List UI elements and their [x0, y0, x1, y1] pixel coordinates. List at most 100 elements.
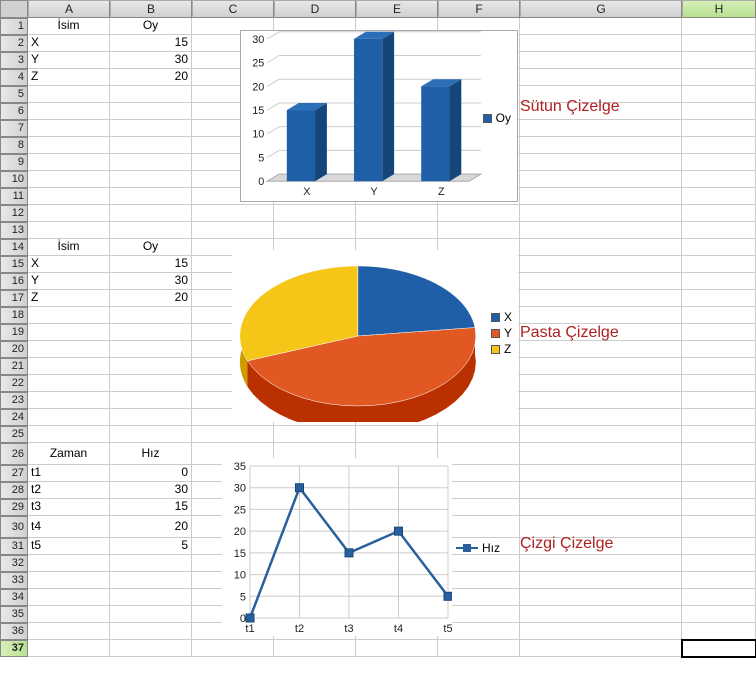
cell-g34[interactable]	[520, 589, 682, 606]
cell-f12[interactable]	[438, 205, 520, 222]
cell-a2[interactable]: X	[28, 35, 110, 52]
cell-a15[interactable]: X	[28, 256, 110, 273]
cell-b36[interactable]	[110, 623, 192, 640]
cell-a5[interactable]	[28, 86, 110, 103]
cell-b20[interactable]	[110, 341, 192, 358]
cell-h16[interactable]	[682, 273, 756, 290]
cell-g29[interactable]	[520, 499, 682, 516]
row-header-4[interactable]: 4	[0, 69, 28, 86]
cell-g17[interactable]	[520, 290, 682, 307]
cell-h3[interactable]	[682, 52, 756, 69]
cell-a19[interactable]	[28, 324, 110, 341]
cell-b12[interactable]	[110, 205, 192, 222]
cell-b2[interactable]: 15	[110, 35, 192, 52]
cell-h20[interactable]	[682, 341, 756, 358]
cell-b23[interactable]	[110, 392, 192, 409]
cell-a12[interactable]	[28, 205, 110, 222]
cell-c13[interactable]	[192, 222, 274, 239]
col-header-d[interactable]: D	[274, 0, 356, 18]
cell-h34[interactable]	[682, 589, 756, 606]
row-header-31[interactable]: 31	[0, 538, 28, 555]
cell-g13[interactable]	[520, 222, 682, 239]
cell-a24[interactable]	[28, 409, 110, 426]
cell-g35[interactable]	[520, 606, 682, 623]
cell-g16[interactable]	[520, 273, 682, 290]
cell-g4[interactable]	[520, 69, 682, 86]
cell-b10[interactable]	[110, 171, 192, 188]
cell-b19[interactable]	[110, 324, 192, 341]
cell-b32[interactable]	[110, 555, 192, 572]
col-header-g[interactable]: G	[520, 0, 682, 18]
cell-f25[interactable]	[438, 426, 520, 443]
col-header-h[interactable]: H	[682, 0, 756, 18]
cell-g37[interactable]	[520, 640, 682, 657]
row-header-1[interactable]: 1	[0, 18, 28, 35]
cell-a14[interactable]: İsim	[28, 239, 110, 256]
bar-chart[interactable]: 051015202530XYZ Oy	[240, 30, 518, 202]
cell-b34[interactable]	[110, 589, 192, 606]
cell-b33[interactable]	[110, 572, 192, 589]
cell-d25[interactable]	[274, 426, 356, 443]
cell-b22[interactable]	[110, 375, 192, 392]
cell-g36[interactable]	[520, 623, 682, 640]
cell-g33[interactable]	[520, 572, 682, 589]
cell-h7[interactable]	[682, 120, 756, 137]
col-header-c[interactable]: C	[192, 0, 274, 18]
cell-b15[interactable]: 15	[110, 256, 192, 273]
cell-a10[interactable]	[28, 171, 110, 188]
cell-a18[interactable]	[28, 307, 110, 324]
row-header-36[interactable]: 36	[0, 623, 28, 640]
cell-g28[interactable]	[520, 482, 682, 499]
cell-a20[interactable]	[28, 341, 110, 358]
cell-h37[interactable]	[682, 640, 756, 657]
cell-c37[interactable]	[192, 640, 274, 657]
col-header-e[interactable]: E	[356, 0, 438, 18]
cell-f37[interactable]	[438, 640, 520, 657]
cell-g32[interactable]	[520, 555, 682, 572]
cell-b1[interactable]: Oy	[110, 18, 192, 35]
cell-g1[interactable]	[520, 18, 682, 35]
cell-b28[interactable]: 30	[110, 482, 192, 499]
cell-a6[interactable]	[28, 103, 110, 120]
cell-b17[interactable]: 20	[110, 290, 192, 307]
cell-a29[interactable]: t3	[28, 499, 110, 516]
cell-h19[interactable]	[682, 324, 756, 341]
cell-h23[interactable]	[682, 392, 756, 409]
cell-g25[interactable]	[520, 426, 682, 443]
cell-b30[interactable]: 20	[110, 516, 192, 538]
cell-b27[interactable]: 0	[110, 465, 192, 482]
row-header-3[interactable]: 3	[0, 52, 28, 69]
row-header-15[interactable]: 15	[0, 256, 28, 273]
cell-g14[interactable]	[520, 239, 682, 256]
cell-b5[interactable]	[110, 86, 192, 103]
row-header-16[interactable]: 16	[0, 273, 28, 290]
cell-h18[interactable]	[682, 307, 756, 324]
cell-h24[interactable]	[682, 409, 756, 426]
cell-g18[interactable]	[520, 307, 682, 324]
cell-h22[interactable]	[682, 375, 756, 392]
row-header-18[interactable]: 18	[0, 307, 28, 324]
row-header-13[interactable]: 13	[0, 222, 28, 239]
cell-g2[interactable]	[520, 35, 682, 52]
row-header-37[interactable]: 37	[0, 640, 28, 657]
row-header-17[interactable]: 17	[0, 290, 28, 307]
cell-a7[interactable]	[28, 120, 110, 137]
cell-g11[interactable]	[520, 188, 682, 205]
cell-b24[interactable]	[110, 409, 192, 426]
cell-g21[interactable]	[520, 358, 682, 375]
cell-b16[interactable]: 30	[110, 273, 192, 290]
cell-a21[interactable]	[28, 358, 110, 375]
cell-g15[interactable]	[520, 256, 682, 273]
cell-h5[interactable]	[682, 86, 756, 103]
cell-c12[interactable]	[192, 205, 274, 222]
cell-a32[interactable]	[28, 555, 110, 572]
row-header-12[interactable]: 12	[0, 205, 28, 222]
row-header-10[interactable]: 10	[0, 171, 28, 188]
row-header-19[interactable]: 19	[0, 324, 28, 341]
cell-a3[interactable]: Y	[28, 52, 110, 69]
cell-c25[interactable]	[192, 426, 274, 443]
cell-a11[interactable]	[28, 188, 110, 205]
row-header-25[interactable]: 25	[0, 426, 28, 443]
cell-g24[interactable]	[520, 409, 682, 426]
row-header-8[interactable]: 8	[0, 137, 28, 154]
